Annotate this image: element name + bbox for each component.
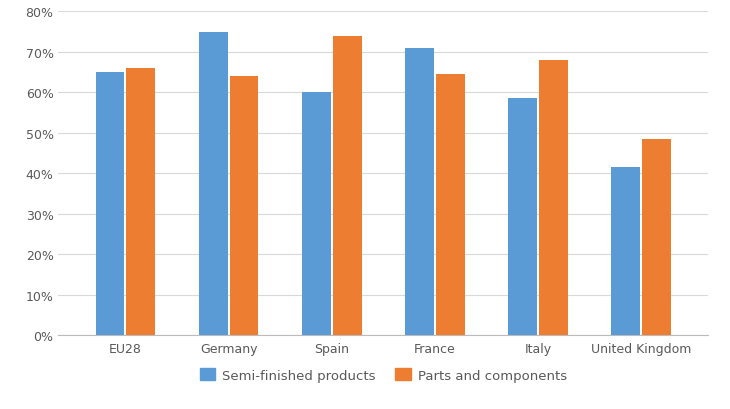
Bar — [611, 168, 640, 335]
Bar — [230, 77, 258, 335]
Bar — [301, 93, 331, 335]
Bar — [199, 32, 228, 335]
Bar — [333, 36, 361, 335]
Bar — [436, 75, 465, 335]
Bar — [126, 69, 155, 335]
Bar — [405, 49, 434, 335]
Legend: Semi-finished products, Parts and components: Semi-finished products, Parts and compon… — [194, 363, 572, 387]
Bar — [642, 139, 671, 335]
Bar — [508, 99, 537, 335]
Bar — [96, 73, 124, 335]
Bar — [539, 61, 568, 335]
